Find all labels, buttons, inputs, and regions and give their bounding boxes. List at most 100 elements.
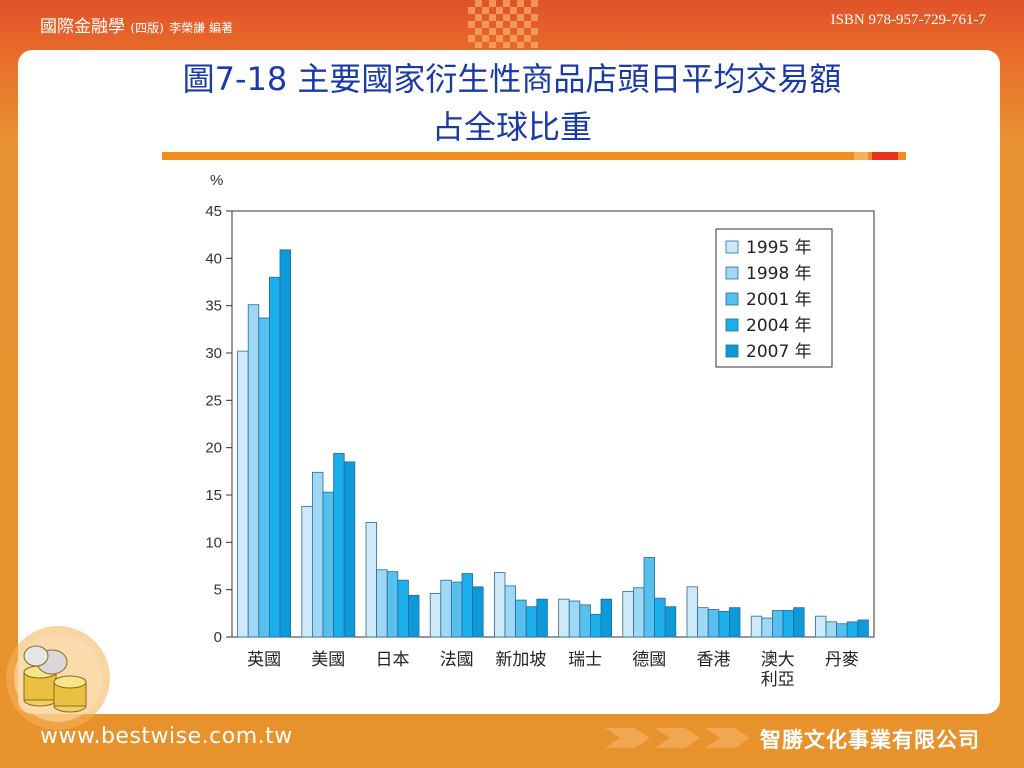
bar-7-4 [729,607,741,638]
legend-swatch-1 [725,266,739,280]
header-bar: 國際金融學 (四版) 李榮謙 編著 ISBN 978-957-729-761-7 [0,0,1024,48]
title-underline-accent-light [854,152,868,160]
bar-8-1 [761,617,773,638]
bar-0-3 [269,276,281,638]
bar-3-1 [440,579,452,638]
bar-8-4 [793,607,805,638]
x-category-label: 丹麥 [825,650,859,670]
bar-2-3 [397,579,409,638]
bar-4-3 [525,606,538,638]
x-category-label: 德國 [632,650,666,670]
bar-9-2 [836,623,848,638]
legend-swatch-4 [725,344,739,358]
x-category-label: 英國 [247,650,281,670]
bar-2-1 [376,569,388,638]
bar-6-4 [664,606,677,638]
bar-9-4 [857,619,869,638]
bar-3-4 [472,586,484,638]
y-tick-label: 15 [205,487,222,504]
x-category-label: 利亞 [761,670,795,690]
y-tick-label: 35 [205,298,222,315]
book-title-text: 國際金融學 [40,17,125,37]
x-category-label: 美國 [311,650,345,670]
y-tick-label: 30 [205,345,222,362]
bar-3-3 [461,573,474,638]
plot-frame [231,210,875,638]
bar-6-0 [622,591,634,638]
y-tick-label: 20 [205,440,222,457]
bar-2-0 [365,522,378,638]
bar-6-3 [654,597,666,638]
bar-1-1 [311,471,324,638]
bar-9-1 [825,621,838,638]
bar-2-4 [407,594,420,638]
y-tick-label: 10 [205,534,222,551]
legend-label-4: 2007 年 [746,342,812,362]
footer-url-link[interactable]: www.bestwise.com.tw [40,724,293,749]
bar-9-3 [846,621,859,638]
bar-7-1 [697,607,709,638]
bar-8-2 [772,610,784,638]
legend-label-0: 1995 年 [746,238,812,258]
bar-0-2 [258,317,270,638]
x-category-label: 香港 [697,650,731,670]
bar-4-2 [515,599,527,638]
bar-2-2 [386,571,399,638]
bar-4-4 [536,598,548,638]
y-axis-unit-label: % [210,172,223,189]
coin-stack-icon [6,626,110,730]
book-edition: (四版) [130,21,164,35]
y-tick-label: 0 [214,629,222,646]
footer-arrows-decoration [605,728,750,748]
x-category-label: 日本 [376,650,410,670]
legend-swatch-2 [725,292,739,306]
bar-8-0 [750,615,763,638]
legend-swatch-0 [725,240,739,254]
legend-label-1: 1998 年 [746,264,812,284]
footer-company-name: 智勝文化事業有限公司 [760,728,980,752]
bar-5-1 [568,600,581,638]
slide-title-line2: 占全球比重 [431,108,592,146]
x-category-label: 新加坡 [495,650,546,670]
y-tick-label: 40 [205,250,222,267]
bar-5-3 [589,613,602,638]
y-tick-label: 25 [205,392,222,409]
title-underline [162,152,906,160]
bar-9-0 [815,615,827,638]
bar-0-4 [279,249,292,638]
bar-7-0 [686,586,699,638]
bar-5-4 [600,598,613,638]
bar-3-0 [429,593,442,638]
bar-6-2 [643,557,656,638]
x-category-label: 法國 [440,650,474,670]
bar-7-3 [718,611,730,638]
bar-1-0 [301,505,313,638]
bar-1-4 [343,461,356,638]
y-tick-label: 45 [205,203,222,220]
bar-6-1 [632,587,645,638]
checker-pattern [468,0,538,48]
y-tick-label: 5 [214,582,222,599]
bar-chart: % 0 5 10 15 20 25 30 35 40 45 英國 美國 日本 法國 新加坡 瑞士 德國 香港 澳大利亞… [205,172,875,690]
bar-0-1 [247,304,260,638]
bar-8-3 [782,610,795,638]
bar-1-3 [333,452,345,638]
bar-7-2 [707,609,720,638]
legend-label-3: 2004 年 [746,316,812,336]
bar-3-2 [450,581,463,638]
bar-4-1 [504,585,517,638]
legend-swatch-3 [725,318,739,332]
book-author: 李榮謙 編著 [169,21,234,35]
x-category-label: 瑞士 [568,650,602,670]
bar-0-0 [237,350,249,638]
bar-4-0 [493,572,506,638]
title-underline-accent-red [872,152,898,160]
book-title: 國際金融學 (四版) 李榮謙 編著 [40,12,233,37]
x-category-label: 澳大 [761,650,795,670]
legend-label-2: 2001 年 [746,290,812,310]
bar-5-2 [579,604,591,638]
bar-1-2 [322,491,335,638]
bar-5-0 [558,598,570,638]
slide-title-line1: 圖7-18 主要國家衍生性商品店頭日平均交易額 [182,60,842,98]
isbn-label: ISBN 978-957-729-761-7 [830,12,986,28]
